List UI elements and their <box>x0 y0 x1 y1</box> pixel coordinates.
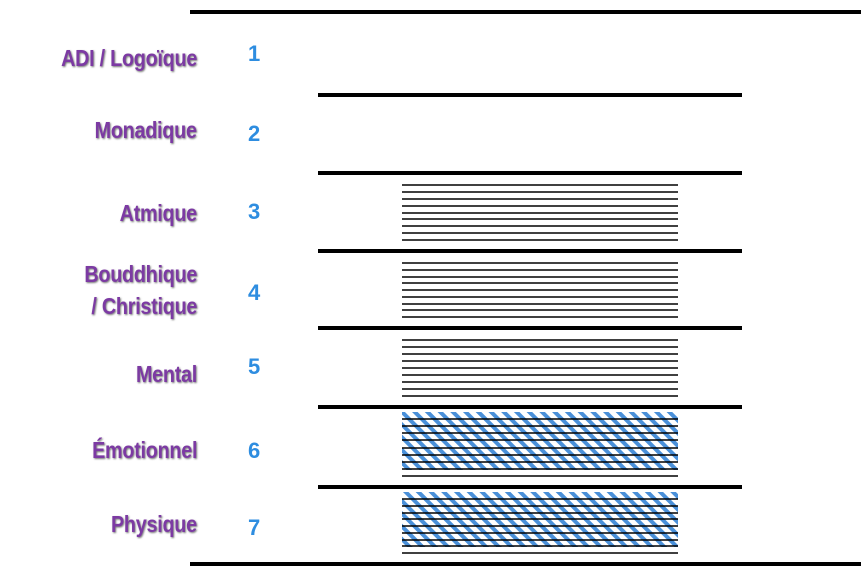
plane-label: ADI / Logoïque <box>61 42 197 74</box>
plane-number: 6 <box>248 438 261 463</box>
plane-number: 2 <box>248 121 261 146</box>
plane-label: Mental <box>136 358 197 390</box>
plane-label: Atmique <box>119 197 198 229</box>
plane-label-text: Émotionnel <box>91 437 197 463</box>
plane-label: Émotionnel <box>92 434 197 466</box>
plane-label-text: Physique <box>111 511 197 537</box>
plane-label-text: Mental <box>135 361 197 387</box>
plane-label-text: Monadique <box>94 117 197 143</box>
plane-number: 1 <box>248 41 261 66</box>
plane-label: Physique <box>111 508 197 540</box>
plane-number: 7 <box>248 515 261 540</box>
plane-label-text: Atmique <box>119 200 198 226</box>
plane-label-text: Bouddhique <box>84 261 197 287</box>
plane-label-text: ADI / Logoïque <box>61 45 197 71</box>
plane-number: 5 <box>248 354 261 379</box>
plane-label: Bouddhique / Christique <box>84 258 197 322</box>
plane-number: 4 <box>248 280 261 305</box>
plane-label: Monadique <box>95 114 197 146</box>
hatched-band <box>402 412 678 470</box>
plane-number: 3 <box>248 199 261 224</box>
plane-label-text: / Christique <box>91 293 197 319</box>
